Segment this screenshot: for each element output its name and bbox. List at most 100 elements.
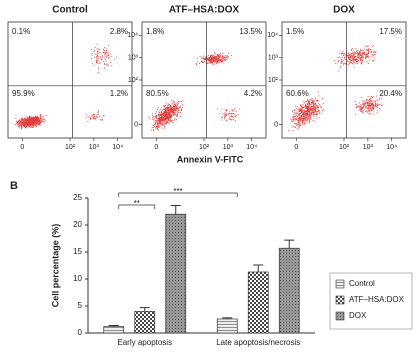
event-dot — [162, 114, 164, 117]
bar — [216, 318, 238, 334]
event-dot — [177, 101, 179, 103]
event-dot — [357, 56, 359, 59]
event-dot — [25, 120, 27, 122]
event-dot — [295, 105, 297, 108]
event-dot — [344, 52, 346, 54]
event-dot — [311, 100, 314, 102]
event-dot — [202, 57, 204, 59]
event-dot — [155, 115, 157, 117]
event-dot — [301, 106, 303, 108]
event-dot — [178, 107, 180, 109]
event-dot — [348, 62, 350, 64]
y-tick-label: 10⁴ — [127, 32, 138, 39]
event-dot — [234, 107, 236, 109]
event-dot — [175, 114, 178, 116]
significance-bracket — [118, 204, 156, 209]
event-dot — [354, 54, 356, 56]
event-dot — [341, 59, 343, 61]
event-dot — [157, 107, 159, 109]
event-dot — [33, 119, 35, 121]
error-bar — [139, 307, 150, 312]
event-dot — [381, 104, 383, 106]
event-dot — [306, 116, 308, 118]
event-dot — [158, 120, 160, 122]
event-dot — [32, 125, 34, 127]
event-dot — [370, 52, 372, 54]
event-dot — [177, 111, 179, 113]
event-dot — [318, 95, 320, 97]
event-dot — [360, 52, 362, 54]
event-dot — [33, 120, 35, 122]
event-dot — [92, 117, 95, 119]
event-dot — [363, 52, 365, 54]
event-dot — [216, 58, 219, 60]
event-dot — [28, 126, 30, 128]
event-dot — [99, 119, 102, 121]
event-dot — [229, 116, 231, 118]
event-dot — [215, 60, 217, 62]
event-dot — [166, 111, 169, 113]
event-dot — [160, 114, 162, 116]
error-bar — [253, 264, 264, 272]
event-dot — [316, 106, 318, 108]
event-dot — [98, 48, 100, 50]
event-dot — [165, 112, 167, 114]
event-dot — [33, 121, 35, 123]
event-dot — [154, 118, 156, 120]
event-dot — [359, 106, 361, 108]
event-dot — [367, 55, 369, 58]
event-dot — [103, 50, 105, 52]
event-dot — [209, 56, 211, 58]
event-dot — [359, 108, 361, 110]
event-dot — [164, 104, 166, 107]
event-dot — [166, 115, 168, 117]
event-dot — [161, 106, 163, 108]
event-dot — [170, 102, 172, 104]
event-dot — [161, 127, 163, 129]
event-dot — [318, 110, 320, 112]
event-dot — [181, 107, 183, 109]
event-dot — [150, 129, 153, 131]
event-dot — [16, 124, 19, 126]
event-dot — [310, 99, 312, 101]
event-dot — [295, 119, 297, 121]
event-dot — [366, 60, 368, 62]
event-dot — [41, 115, 43, 117]
event-dot — [232, 115, 234, 118]
event-dot — [375, 51, 377, 53]
event-dot — [350, 48, 352, 50]
event-dot — [174, 107, 176, 109]
event-dot — [368, 50, 370, 52]
event-dot — [370, 57, 372, 59]
event-dot — [216, 108, 219, 110]
event-dot — [234, 114, 236, 116]
event-dot — [354, 56, 356, 58]
event-dot — [341, 53, 343, 55]
event-dot — [238, 108, 241, 110]
event-dot — [367, 48, 369, 50]
event-dot — [168, 108, 170, 110]
event-dot — [163, 120, 165, 122]
event-dot — [295, 112, 297, 114]
event-dot — [154, 123, 156, 125]
event-dot — [21, 125, 23, 127]
event-dot — [371, 100, 373, 103]
event-dot — [292, 130, 294, 132]
event-dot — [176, 112, 178, 114]
event-dot — [372, 110, 374, 112]
event-dot — [303, 116, 305, 118]
event-dot — [228, 52, 230, 54]
event-dot — [219, 56, 221, 58]
legend-label: DOX — [349, 311, 367, 320]
event-dot — [170, 108, 172, 111]
event-dot — [298, 117, 300, 119]
event-dot — [300, 112, 302, 114]
event-dot — [199, 56, 201, 58]
event-dot — [317, 110, 319, 112]
event-dot — [96, 59, 98, 61]
event-dot — [233, 113, 235, 115]
event-dot — [373, 60, 375, 62]
event-dot — [366, 111, 368, 113]
event-dot — [309, 119, 311, 121]
event-dot — [158, 114, 161, 116]
